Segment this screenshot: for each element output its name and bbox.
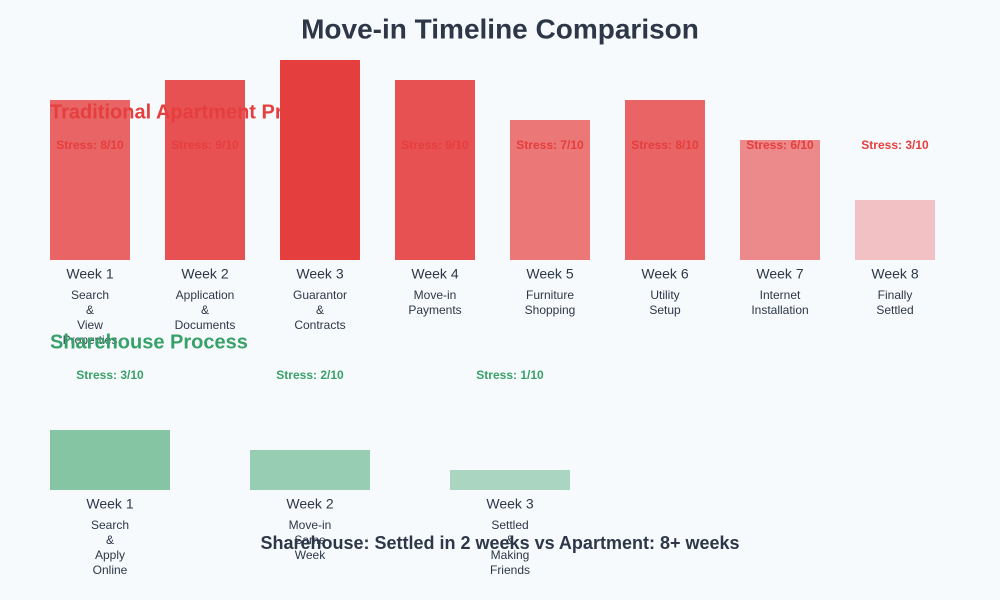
step-description: Utility	[650, 288, 679, 302]
week-label: Week 2	[181, 266, 228, 282]
bar	[855, 200, 935, 260]
step-description: Search	[91, 518, 129, 532]
bar	[50, 100, 130, 260]
bar	[250, 450, 370, 490]
stress-label: Stress: 2/10	[276, 368, 344, 382]
week-label: Week 8	[871, 266, 918, 282]
week-label: Week 7	[756, 266, 803, 282]
step-description: Shopping	[525, 303, 576, 317]
step-description: Installation	[751, 303, 808, 317]
step-description: Move-in	[289, 518, 332, 532]
section-title: Sharehouse Process	[50, 331, 248, 353]
step-description: Settled	[491, 518, 528, 532]
week-label: Week 1	[66, 266, 113, 282]
step-description: Documents	[175, 318, 236, 332]
stress-label: Stress: 8/10	[56, 138, 124, 152]
step-description: &	[316, 303, 324, 317]
bar	[280, 60, 360, 260]
stress-label: Stress: 3/10	[861, 138, 929, 152]
week-label: Week 3	[486, 496, 533, 512]
stress-label: Stress: 7/10	[516, 138, 584, 152]
step-description: Same	[294, 533, 326, 547]
step-description: &	[86, 303, 94, 317]
step-description: Making	[491, 548, 530, 562]
bar	[450, 470, 570, 490]
stress-label: Stress: 6/10	[746, 138, 814, 152]
step-description: Search	[71, 288, 109, 302]
stress-label: Stress: 8/10	[631, 138, 699, 152]
bar	[625, 100, 705, 260]
step-description: &	[201, 303, 209, 317]
stress-label: Stress: 10/10	[283, 138, 357, 152]
step-description: Week	[295, 548, 326, 562]
step-description: Friends	[490, 563, 530, 577]
bar	[165, 80, 245, 260]
step-description: Settled	[876, 303, 913, 317]
stress-label: Stress: 1/10	[476, 368, 544, 382]
bar	[510, 120, 590, 260]
step-description: Furniture	[526, 288, 574, 302]
bar	[395, 80, 475, 260]
bar	[740, 140, 820, 260]
stress-label: Stress: 9/10	[401, 138, 469, 152]
week-label: Week 3	[296, 266, 343, 282]
step-description: Setup	[649, 303, 681, 317]
footer-summary: Sharehouse: Settled in 2 weeks vs Apartm…	[260, 533, 739, 553]
step-description: Contracts	[294, 318, 345, 332]
page-title: Move-in Timeline Comparison	[301, 13, 699, 44]
step-description: Properties	[63, 333, 118, 347]
step-description: Internet	[760, 288, 801, 302]
week-label: Week 2	[286, 496, 333, 512]
step-description: Payments	[408, 303, 461, 317]
week-label: Week 5	[526, 266, 573, 282]
week-label: Week 6	[641, 266, 688, 282]
step-description: &	[506, 533, 514, 547]
step-description: &	[106, 533, 114, 547]
step-description: Guarantor	[293, 288, 347, 302]
stress-label: Stress: 9/10	[171, 138, 239, 152]
step-description: Finally	[878, 288, 913, 302]
step-description: View	[77, 318, 103, 332]
bar	[50, 430, 170, 490]
step-description: Application	[176, 288, 235, 302]
step-description: Online	[93, 563, 128, 577]
step-description: Move-in	[414, 288, 457, 302]
step-description: Apply	[95, 548, 125, 562]
week-label: Week 4	[411, 266, 458, 282]
stress-label: Stress: 3/10	[76, 368, 144, 382]
week-label: Week 1	[86, 496, 133, 512]
